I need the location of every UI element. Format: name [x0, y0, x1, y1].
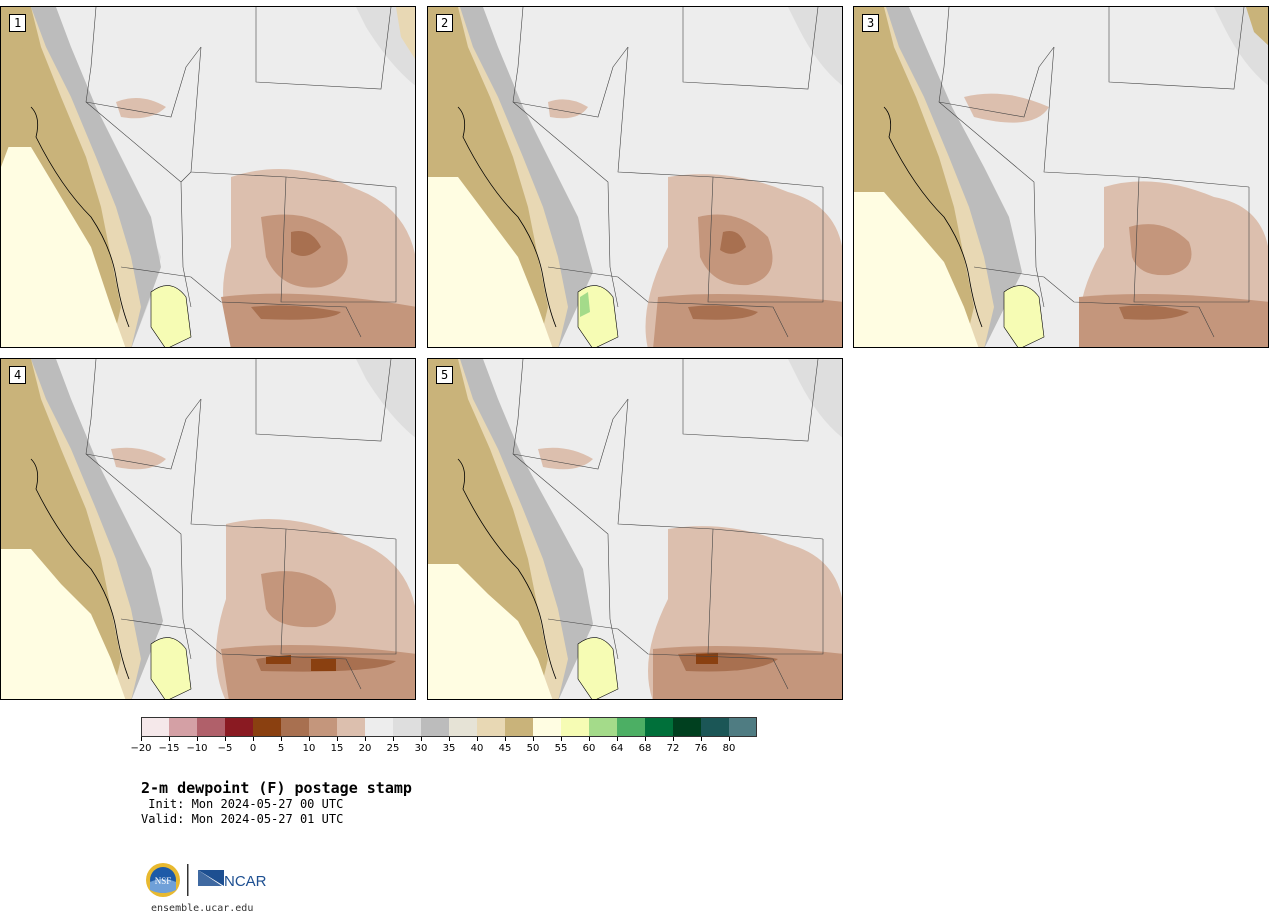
colorbar-tick: [281, 737, 282, 741]
colorbar-swatch: [197, 717, 225, 737]
colorbar-swatch: [673, 717, 701, 737]
colorbar-tick-label: 55: [554, 743, 568, 754]
colorbar-swatch: [561, 717, 589, 737]
colorbar-tick-label: 40: [470, 743, 484, 754]
member-label: 4: [9, 366, 27, 384]
member-label: 1: [9, 14, 27, 32]
dewpoint-map-4: [1, 359, 415, 699]
colorbar-tick: [225, 737, 226, 741]
colorbar-tick: [533, 737, 534, 741]
website-url: ensemble.ucar.edu: [151, 903, 254, 914]
colorbar-tick-label: 60: [582, 743, 596, 754]
dewpoint-map-5: [428, 359, 842, 699]
colorbar-swatch: [141, 717, 169, 737]
ncar-logo-icon: NCAR: [198, 870, 267, 890]
colorbar-tick-label: −5: [217, 743, 233, 754]
colorbar-tick-label: −15: [158, 743, 180, 754]
colorbar-tick: [337, 737, 338, 741]
colorbar-tick: [449, 737, 450, 741]
colorbar-swatch: [169, 717, 197, 737]
dewpoint-map-3: [854, 7, 1268, 347]
colorbar-tick-label: 45: [498, 743, 512, 754]
colorbar-tick: [141, 737, 142, 741]
colorbar-swatch: [617, 717, 645, 737]
colorbar-swatch: [449, 717, 477, 737]
colorbar-tick-label: 5: [277, 743, 285, 754]
colorbar-tick-label: 35: [442, 743, 456, 754]
colorbar-swatch: [365, 717, 393, 737]
colorbar-swatch: [477, 717, 505, 737]
colorbar-swatch: [421, 717, 449, 737]
colorbar-tick-label: 80: [722, 743, 736, 754]
colorbar-tick-label: 64: [610, 743, 624, 754]
svg-text:NSF: NSF: [155, 876, 172, 886]
colorbar-tick: [505, 737, 506, 741]
colorbar-swatch: [729, 717, 757, 737]
colorbar-tick-label: 68: [638, 743, 652, 754]
colorbar-tick-label: 76: [694, 743, 708, 754]
colorbar-tick: [393, 737, 394, 741]
dewpoint-map-1: [1, 7, 415, 347]
nsf-ncar-logos: NSF NCAR: [146, 863, 267, 897]
nsf-logo-icon: NSF: [146, 863, 180, 897]
colorbar-tick-label: 20: [358, 743, 372, 754]
colorbar-tick: [253, 737, 254, 741]
colorbar-swatch: [701, 717, 729, 737]
colorbar-tick: [309, 737, 310, 741]
member-panel-1: 1: [0, 6, 416, 348]
colorbar-tick: [421, 737, 422, 741]
colorbar-tick: [673, 737, 674, 741]
colorbar-tick-label: 0: [249, 743, 257, 754]
colorbar-swatch: [281, 717, 309, 737]
colorbar-swatch: [253, 717, 281, 737]
colorbar-tick: [169, 737, 170, 741]
member-label: 2: [436, 14, 454, 32]
colorbar-tick: [477, 737, 478, 741]
colorbar-swatch: [589, 717, 617, 737]
colorbar-tick-label: 10: [302, 743, 316, 754]
colorbar-swatch: [393, 717, 421, 737]
colorbar-tick: [729, 737, 730, 741]
colorbar-tick-label: 25: [386, 743, 400, 754]
dewpoint-map-2: [428, 7, 842, 347]
colorbar-tick-label: −10: [186, 743, 208, 754]
init-time: Init: Mon 2024-05-27 00 UTC: [141, 797, 344, 811]
colorbar-tick-label: 30: [414, 743, 428, 754]
colorbar-tick-label: 72: [666, 743, 680, 754]
colorbar-swatch: [309, 717, 337, 737]
member-panel-2: 2: [427, 6, 843, 348]
plot-title: 2-m dewpoint (F) postage stamp: [141, 779, 412, 797]
member-panel-3: 3: [853, 6, 1269, 348]
member-panel-5: 5: [427, 358, 843, 700]
member-label: 3: [862, 14, 880, 32]
colorbar-tick-label: 50: [526, 743, 540, 754]
colorbar-tick: [645, 737, 646, 741]
member-panel-4: 4: [0, 358, 416, 700]
colorbar-swatch: [337, 717, 365, 737]
colorbar-tick: [589, 737, 590, 741]
colorbar-swatch: [645, 717, 673, 737]
colorbar-tick-label: −20: [130, 743, 152, 754]
member-label: 5: [436, 366, 454, 384]
colorbar-swatch: [505, 717, 533, 737]
svg-text:NCAR: NCAR: [224, 873, 267, 890]
colorbar-tick: [617, 737, 618, 741]
valid-time: Valid: Mon 2024-05-27 01 UTC: [141, 812, 344, 826]
colorbar-tick-label: 15: [330, 743, 344, 754]
colorbar-swatch: [225, 717, 253, 737]
colorbar-tick: [701, 737, 702, 741]
colorbar-tick: [197, 737, 198, 741]
colorbar-swatch: [533, 717, 561, 737]
colorbar-tick: [365, 737, 366, 741]
colorbar-tick: [561, 737, 562, 741]
